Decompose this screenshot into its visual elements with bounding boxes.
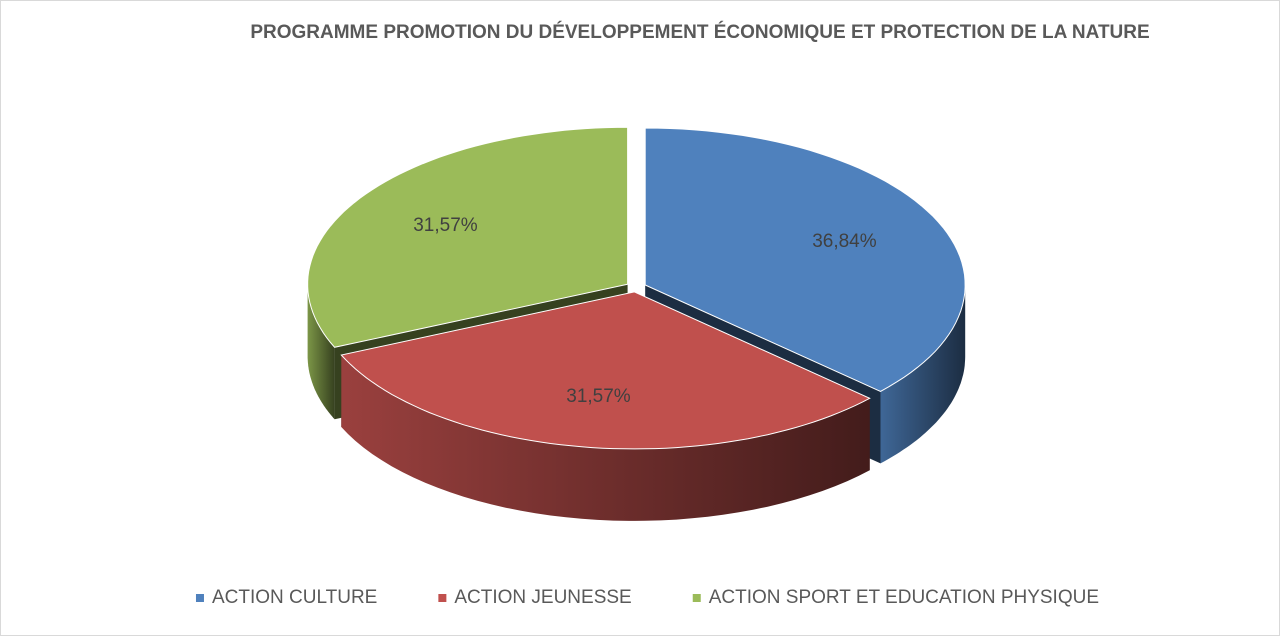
legend-marker <box>692 594 701 602</box>
slice-wall <box>307 284 335 420</box>
legend-marker <box>438 594 447 602</box>
slice <box>307 126 629 348</box>
chart-title: PROGRAMME PROMOTION DU DÉVELOPPEMENT ÉCO… <box>250 21 1149 43</box>
slice <box>644 127 966 392</box>
legend-label: ACTION SPORT ET EDUCATION PHYSIQUE <box>709 587 1099 608</box>
data-label: 36,84% <box>812 231 877 252</box>
legend-marker <box>195 594 204 602</box>
data-label: 31,57% <box>413 215 478 236</box>
data-label: 31,57% <box>566 386 631 407</box>
slice-wall <box>341 355 870 521</box>
legend-label: ACTION CULTURE <box>212 587 377 608</box>
slice <box>340 291 871 450</box>
slice-wall <box>880 285 966 464</box>
legend-label: ACTION JEUNESSE <box>454 587 631 608</box>
